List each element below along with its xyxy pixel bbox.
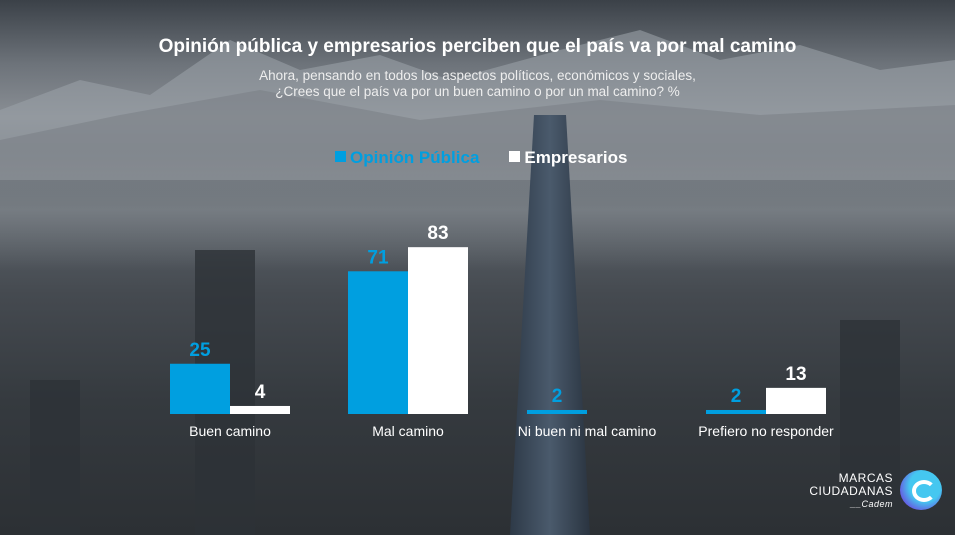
data-label: 83 bbox=[427, 223, 448, 244]
logo-bubble-icon bbox=[900, 470, 942, 510]
bar bbox=[527, 409, 587, 414]
building bbox=[840, 320, 900, 535]
logo: MARCAS CIUDADANAS __Cadem bbox=[805, 472, 893, 511]
data-label: 4 bbox=[255, 382, 266, 403]
legend: Opinión Pública Empresarios bbox=[335, 148, 627, 168]
haze bbox=[0, 150, 955, 270]
legend-item-opinion: Opinión Pública bbox=[335, 148, 479, 168]
chart-title: Opinión pública y empresarios perciben q… bbox=[158, 36, 797, 57]
data-label: 2 bbox=[552, 386, 563, 407]
bar bbox=[230, 405, 290, 414]
category-label: Buen camino bbox=[189, 423, 271, 439]
bar bbox=[706, 409, 766, 414]
bar bbox=[170, 363, 230, 414]
data-label: 25 bbox=[189, 340, 211, 361]
category-label: Prefiero no responder bbox=[698, 423, 834, 439]
logo-text: CIUDADANAS bbox=[809, 484, 893, 498]
mountains-background bbox=[0, 30, 955, 180]
legend-label: Opinión Pública bbox=[350, 148, 480, 167]
legend-label: Empresarios bbox=[524, 148, 628, 167]
category-label: Ni buen ni mal camino bbox=[518, 423, 657, 439]
bar bbox=[348, 271, 408, 414]
chart-subtitle-2: ¿Crees que el país va por un buen camino… bbox=[275, 84, 680, 99]
legend-item-empresarios: Empresarios bbox=[509, 148, 627, 168]
data-label: 2 bbox=[731, 386, 742, 407]
building bbox=[30, 380, 80, 535]
chart-subtitle-1: Ahora, pensando en todos los aspectos po… bbox=[259, 68, 696, 83]
logo-text: __Cadem bbox=[850, 499, 893, 509]
bar bbox=[408, 247, 468, 414]
logo-text: MARCAS bbox=[838, 471, 893, 485]
data-label: 13 bbox=[785, 364, 806, 385]
legend-swatch bbox=[335, 151, 346, 162]
category-label: Mal camino bbox=[372, 423, 444, 439]
legend-swatch bbox=[509, 151, 521, 162]
data-label: 71 bbox=[367, 247, 389, 268]
bar bbox=[766, 387, 826, 414]
